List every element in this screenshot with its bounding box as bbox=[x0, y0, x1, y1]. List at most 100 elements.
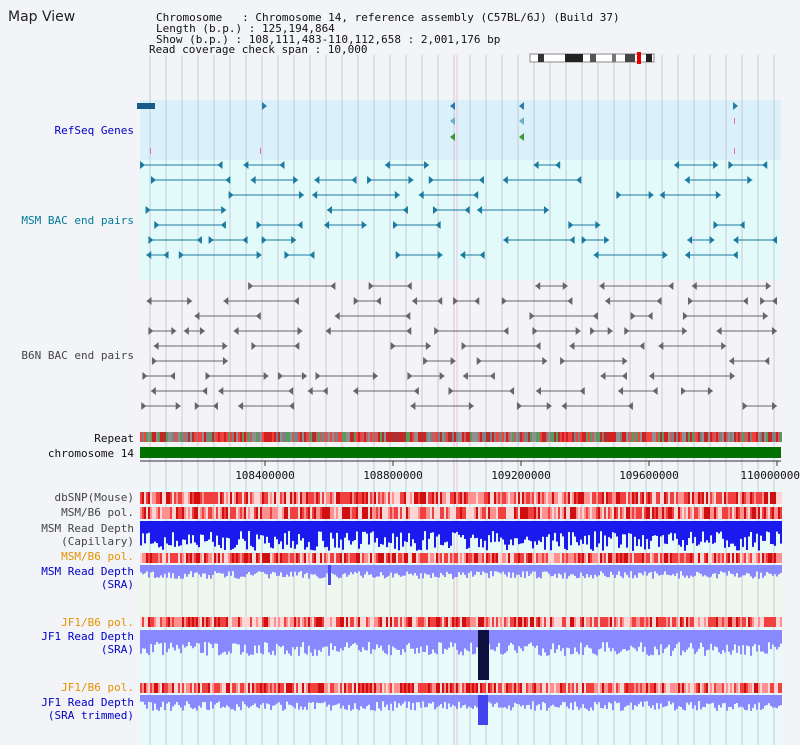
msm-pol2-heat bbox=[452, 553, 454, 563]
msm-pol-heat bbox=[528, 507, 530, 519]
msm-cap-depth bbox=[430, 521, 432, 533]
b6n-bac-end bbox=[691, 282, 697, 290]
msm-cap-depth bbox=[294, 521, 296, 549]
msm-pol2-heat bbox=[158, 553, 160, 563]
msm-cap-depth bbox=[552, 521, 554, 541]
jf1-pol-heat bbox=[706, 617, 708, 627]
msm-sra-depth bbox=[598, 565, 600, 576]
msm-sra-depth bbox=[670, 565, 672, 576]
jf1-trim-depth bbox=[430, 695, 432, 704]
msm-sra-depth bbox=[174, 565, 176, 579]
dbsnp-heat bbox=[564, 492, 566, 504]
jf1-pol-heat bbox=[634, 617, 636, 627]
msm-pol-heat bbox=[478, 507, 480, 519]
msm-bac-end bbox=[351, 176, 357, 184]
jf1-pol2-heat bbox=[516, 683, 518, 693]
msm-pol-heat bbox=[726, 507, 728, 519]
repeat-segment bbox=[656, 432, 658, 442]
dbsnp-heat bbox=[640, 492, 642, 504]
msm-pol2-heat bbox=[608, 553, 610, 563]
jf1-pol2-heat bbox=[354, 683, 356, 693]
jf1-trim-depth bbox=[642, 695, 644, 707]
dbsnp-heat bbox=[762, 492, 764, 504]
msm-cap-depth bbox=[690, 521, 692, 532]
msm-pol2-heat bbox=[296, 553, 298, 563]
jf1-pol2-heat bbox=[146, 683, 148, 693]
repeat-segment bbox=[654, 432, 656, 442]
b6n-bac-end bbox=[218, 387, 224, 395]
jf1-depth bbox=[414, 630, 416, 654]
jf1-trim-depth bbox=[666, 695, 668, 706]
jf1-depth bbox=[756, 630, 758, 652]
msm-pol2-heat bbox=[222, 553, 224, 563]
jf1-pol-heat bbox=[316, 617, 318, 627]
jf1-trim-depth bbox=[144, 695, 146, 705]
dbsnp-heat bbox=[648, 492, 650, 504]
jf1-pol2-heat bbox=[428, 683, 430, 693]
msm-pol2-heat bbox=[640, 553, 642, 563]
jf1-pol2-heat bbox=[528, 683, 530, 693]
msm-pol-heat bbox=[496, 507, 498, 519]
msm-pol-heat bbox=[684, 507, 686, 519]
msm-pol-heat bbox=[302, 507, 304, 519]
msm-pol-heat bbox=[272, 507, 274, 519]
msm-cap-depth bbox=[202, 521, 204, 535]
msm-pol-heat bbox=[264, 507, 266, 519]
msm-sra-depth bbox=[760, 565, 762, 573]
jf1-pol2-heat bbox=[780, 683, 782, 693]
jf1-pol-heat bbox=[536, 617, 538, 627]
jf1-pol-heat bbox=[738, 617, 740, 627]
repeat-segment bbox=[632, 432, 634, 442]
jf1-trim-depth bbox=[664, 695, 666, 707]
jf1-depth bbox=[392, 630, 394, 647]
repeat-segment bbox=[324, 432, 326, 442]
msm-cap-depth bbox=[200, 521, 202, 535]
jf1-pol-heat bbox=[730, 617, 732, 627]
msm-pol-heat bbox=[364, 507, 366, 519]
msm-cap-depth bbox=[608, 521, 610, 538]
jf1-depth bbox=[780, 630, 782, 644]
b6n-bac-end bbox=[729, 357, 735, 365]
jf1-pol-heat bbox=[348, 617, 350, 627]
refseq-gene bbox=[733, 102, 738, 110]
b6n-bac-end bbox=[148, 327, 154, 335]
msm-pol-heat bbox=[374, 507, 376, 519]
msm-cap-depth bbox=[444, 521, 446, 543]
msm-pol-heat bbox=[758, 507, 760, 519]
repeat-segment bbox=[448, 432, 450, 442]
msm-sra-depth bbox=[350, 565, 352, 573]
dbsnp-heat bbox=[344, 492, 346, 504]
jf1-pol-heat bbox=[616, 617, 618, 627]
msm-sra-depth bbox=[678, 565, 680, 579]
dbsnp-heat bbox=[324, 492, 326, 504]
jf1-trim-depth bbox=[492, 695, 494, 707]
msm-pol2-heat bbox=[448, 553, 450, 563]
jf1-pol2-heat bbox=[192, 683, 194, 693]
jf1-depth bbox=[202, 630, 204, 653]
jf1-trim-depth bbox=[236, 695, 238, 705]
msm-cap-depth bbox=[622, 521, 624, 535]
msm-pol-heat bbox=[144, 507, 146, 519]
jf1-trim-depth bbox=[240, 695, 242, 711]
jf1-pol-heat bbox=[526, 617, 528, 627]
jf1-pol2-heat bbox=[494, 683, 496, 693]
msm-pol2-heat bbox=[584, 553, 586, 563]
msm-pol2-heat bbox=[694, 553, 696, 563]
jf1-pol2-heat bbox=[260, 683, 262, 693]
msm-pol-heat bbox=[670, 507, 672, 519]
msm-pol-heat bbox=[732, 507, 734, 519]
jf1-pol-heat bbox=[558, 617, 560, 627]
dbsnp-heat bbox=[140, 492, 142, 504]
repeat-segment bbox=[772, 432, 774, 442]
jf1-depth bbox=[250, 630, 252, 655]
jf1-pol-heat bbox=[162, 617, 164, 627]
dbsnp-heat bbox=[776, 492, 778, 504]
msm-cap-depth bbox=[632, 521, 634, 551]
msm-cap-depth bbox=[550, 521, 552, 551]
msm-cap-depth bbox=[760, 521, 762, 536]
jf1-depth bbox=[660, 630, 662, 645]
msm-bac-end bbox=[279, 161, 285, 169]
jf1-trim-depth bbox=[164, 695, 166, 711]
msm-pol-heat bbox=[770, 507, 772, 519]
